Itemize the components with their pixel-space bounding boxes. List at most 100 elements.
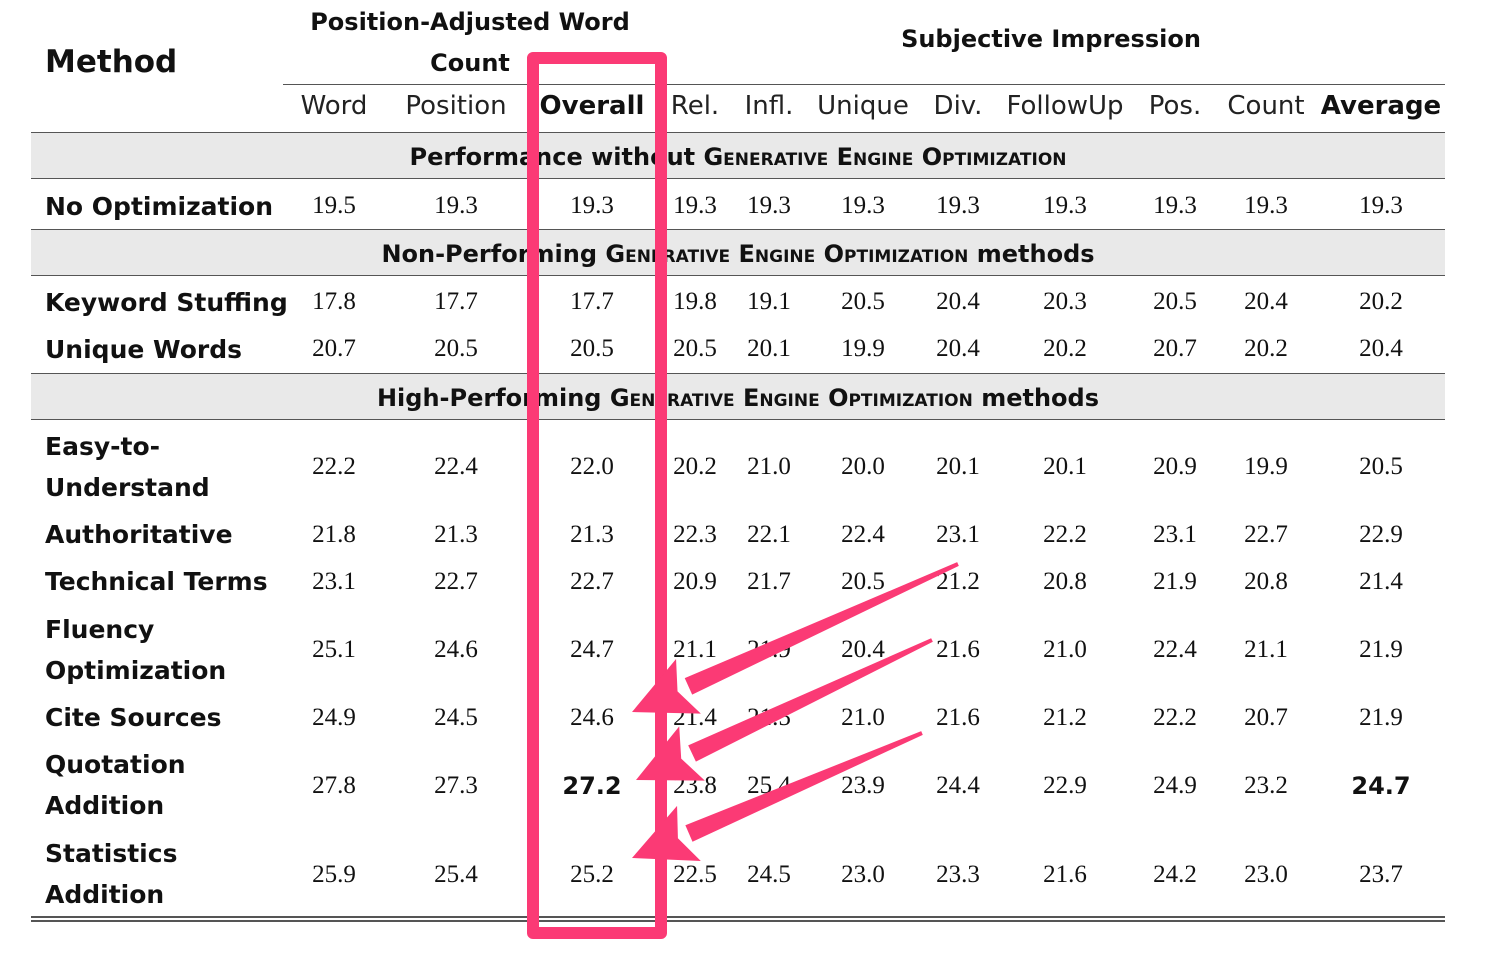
col-header-average: Average [1320,91,1442,121]
cell-statistics-div: 23.3 [936,861,980,888]
col-header-count: Count [1227,91,1305,121]
col-header-div: Div. [933,91,983,121]
cell-authoritative-word: 21.8 [312,521,356,548]
cell-no-opt-rel: 19.3 [673,192,717,219]
cell-quotation-overall: 27.2 [562,772,622,800]
cell-cite-position: 24.5 [434,704,478,731]
cell-keyword-followup: 20.3 [1043,288,1087,315]
cell-statistics-word: 25.9 [312,861,356,888]
cell-authoritative-rel: 22.3 [673,521,717,548]
col-header-unique: Unique [817,91,909,121]
cell-unique-pos: 20.7 [1153,335,1197,362]
arrow-to-statistics-addition-head [632,805,701,862]
section-title-non-performing: Non-Performing Generative Engine Optimiz… [381,240,1095,268]
subjective-impression-group-header: Subjective Impression [901,25,1201,53]
cell-easy-pos: 20.9 [1153,453,1197,480]
word-count-group-header: Position-Adjusted Word Count [310,8,630,77]
arrow-to-quotation-addition [636,638,933,781]
method-easy-line1: Easy-to- [45,432,161,461]
cell-no-opt-followup: 19.3 [1043,192,1087,219]
cell-keyword-rel: 19.8 [673,288,717,315]
method-statistics-line2: Addition [45,880,165,909]
method-fluency-line2: Optimization [45,656,227,685]
cell-unique-infl: 20.1 [747,335,791,362]
cell-technical-infl: 21.7 [747,568,791,595]
cell-statistics-unique: 23.0 [841,861,885,888]
method-authoritative: Authoritative [45,520,233,549]
cell-cite-pos: 22.2 [1153,704,1197,731]
cell-no-opt-pos: 19.3 [1153,192,1197,219]
arrow-to-statistics-addition [632,731,923,862]
method-easy-line2: Understand [45,473,210,502]
section-band-non-performing [31,229,1445,276]
arrow-to-cite-sources-head [632,659,701,714]
cell-fluency-div: 21.6 [936,636,980,663]
cell-technical-unique: 20.5 [841,568,885,595]
cell-fluency-pos: 22.4 [1153,636,1197,663]
cell-unique-count: 20.2 [1244,335,1288,362]
cell-no-opt-infl: 19.3 [747,192,791,219]
method-unique-words: Unique Words [45,335,242,364]
arrow-to-quotation-addition-shaft [688,638,933,762]
arrow-to-cite-sources-shaft [684,562,959,695]
cell-keyword-unique: 20.5 [841,288,885,315]
cell-cite-div: 21.6 [936,704,980,731]
cell-fluency-count: 21.1 [1244,636,1288,663]
cell-keyword-infl: 19.1 [747,288,791,315]
cell-keyword-position: 17.7 [434,288,478,315]
group-underline-word-count [283,84,658,86]
group-underline-subjective [662,84,1445,86]
cell-quotation-div: 24.4 [936,772,980,799]
cell-no-opt-div: 19.3 [936,192,980,219]
cell-technical-overall: 22.7 [570,568,614,595]
cell-authoritative-div: 23.1 [936,521,980,548]
cell-quotation-word: 27.8 [312,772,356,799]
cell-no-opt-position: 19.3 [434,192,478,219]
section-title-high-performing: High-Performing Generative Engine Optimi… [376,384,1100,412]
cell-authoritative-infl: 22.1 [747,521,791,548]
cell-quotation-pos: 24.9 [1153,772,1197,799]
cell-authoritative-followup: 22.2 [1043,521,1087,548]
cell-no-opt-unique: 19.3 [841,192,885,219]
cell-statistics-position: 25.4 [434,861,478,888]
cell-unique-div: 20.4 [936,335,980,362]
col-header-word: Word [300,91,368,121]
cell-unique-average: 20.4 [1359,335,1403,362]
cell-technical-rel: 20.9 [673,568,717,595]
cell-fluency-rel: 21.1 [673,636,717,663]
cell-authoritative-position: 21.3 [434,521,478,548]
method-fluency-line1: Fluency [45,615,155,644]
arrow-to-cite-sources [632,562,959,714]
cell-keyword-word: 17.8 [312,288,356,315]
cell-unique-overall: 20.5 [570,335,614,362]
cell-technical-word: 23.1 [312,568,356,595]
cell-fluency-unique: 20.4 [841,636,885,663]
cell-technical-average: 21.4 [1359,568,1403,595]
cell-easy-div: 20.1 [936,453,980,480]
col-header-infl: Infl. [744,91,794,121]
cell-statistics-infl: 24.5 [747,861,791,888]
cell-statistics-rel: 22.5 [673,861,717,888]
cell-keyword-div: 20.4 [936,288,980,315]
cell-easy-unique: 20.0 [841,453,885,480]
table-bottom-rule [31,916,1445,918]
cell-easy-rel: 20.2 [673,453,717,480]
cell-quotation-position: 27.3 [434,772,478,799]
col-header-overall: Overall [539,91,645,121]
cell-keyword-pos: 20.5 [1153,288,1197,315]
cell-authoritative-count: 22.7 [1244,521,1288,548]
method-technical-terms: Technical Terms [45,567,268,596]
method-quotation-line1: Quotation [45,750,186,779]
cell-statistics-followup: 21.6 [1043,861,1087,888]
cell-easy-infl: 21.0 [747,453,791,480]
cell-keyword-average: 20.2 [1359,288,1403,315]
cell-unique-word: 20.7 [312,335,356,362]
cell-easy-position: 22.4 [434,453,478,480]
cell-easy-count: 19.9 [1244,453,1288,480]
col-header-rel: Rel. [670,91,720,121]
method-statistics-addition: Statistics Addition [45,833,177,915]
cell-no-opt-count: 19.3 [1244,192,1288,219]
cell-statistics-average: 23.7 [1359,861,1403,888]
cell-no-opt-overall: 19.3 [570,192,614,219]
